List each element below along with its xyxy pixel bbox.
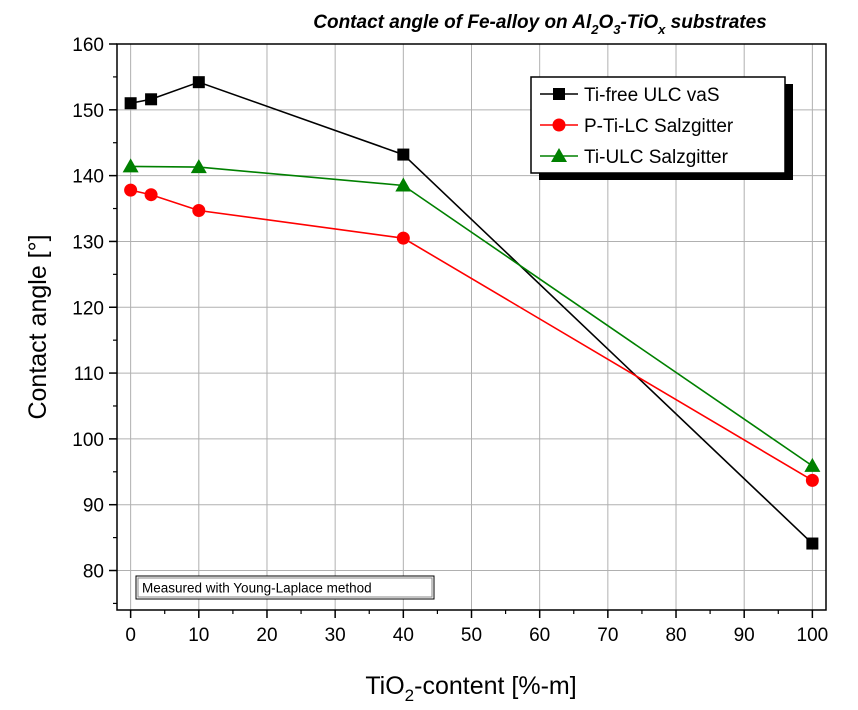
data-point-s1 — [124, 97, 137, 110]
x-tick-label: 0 — [125, 625, 136, 646]
x-tick-label: 90 — [734, 625, 755, 646]
x-tick-label: 10 — [188, 625, 209, 646]
x-tick-label: 100 — [797, 625, 829, 646]
y-tick-label: 150 — [72, 101, 104, 122]
x-tick-label: 70 — [597, 625, 618, 646]
y-tick-label: 100 — [72, 430, 104, 451]
data-point-s2 — [124, 183, 138, 197]
y-tick-label: 130 — [72, 232, 104, 253]
x-tick-label: 40 — [393, 625, 414, 646]
axes: 0 10 20 30 40 50 60 70 80 90 100 80 90 100 110 120 130 14… — [72, 35, 828, 646]
data-point-s2 — [805, 473, 819, 487]
y-tick-label: 110 — [74, 364, 104, 385]
legend-marker — [553, 88, 565, 100]
y-tick-label: 160 — [72, 35, 104, 56]
chart-title: Contact angle of Fe-alloy on Al2O3-TiOx … — [313, 12, 767, 37]
y-axis-label: Contact angle [°] — [24, 234, 52, 419]
x-tick-label: 20 — [256, 625, 277, 646]
y-tick-label: 90 — [83, 496, 104, 517]
y-tick-label: 80 — [83, 562, 104, 583]
data-point-s3 — [190, 159, 207, 174]
x-tick-label: 80 — [665, 625, 686, 646]
data-point-s1 — [145, 93, 158, 106]
legend-label: Ti-ULC Salzgitter — [584, 147, 729, 168]
method-note-box — [135, 575, 435, 600]
data-point-s1 — [806, 537, 819, 550]
data-point-s3 — [395, 177, 412, 192]
x-tick-label: 50 — [461, 625, 482, 646]
y-tick-label: 120 — [72, 298, 104, 319]
legend: Ti-free ULC vaS P-Ti-LC Salzgitter Ti-ULC … — [530, 76, 793, 180]
legend-label: Ti-free ULC vaS — [584, 85, 720, 106]
data-point-s3 — [122, 158, 139, 173]
y-tick-label: 140 — [72, 167, 104, 188]
x-axis-label: TiO2-content [%-m] — [365, 672, 576, 705]
series-line-3 — [130, 165, 813, 467]
series-layer — [122, 76, 821, 550]
method-note: Measured with Young-Laplace method — [135, 575, 435, 600]
data-point-s1 — [397, 148, 410, 161]
legend-label: P-Ti-LC Salzgitter — [584, 116, 734, 137]
method-note-inner-border — [137, 577, 433, 598]
method-note-text: Measured with Young-Laplace method — [142, 581, 372, 596]
data-point-s2 — [396, 231, 410, 245]
x-tick-label: 60 — [529, 625, 550, 646]
data-point-s3 — [804, 457, 821, 472]
grid — [117, 43, 826, 610]
x-tick-label: 30 — [325, 625, 346, 646]
data-point-s2 — [144, 188, 158, 202]
legend-marker — [552, 118, 566, 132]
data-point-s2 — [192, 204, 206, 218]
legend-marker — [551, 148, 567, 162]
data-point-s1 — [192, 76, 205, 89]
